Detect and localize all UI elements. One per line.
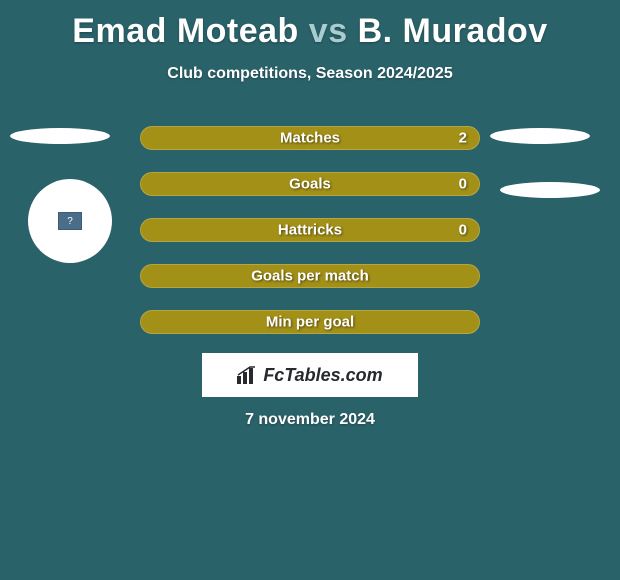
- player-b-name: B. Muradov: [358, 12, 548, 50]
- stat-label: Hattricks: [278, 222, 342, 239]
- decorative-ellipse: [500, 182, 600, 198]
- stat-label: Goals per match: [251, 268, 369, 285]
- stat-row: Min per goal: [140, 310, 480, 334]
- stat-value: 2: [459, 130, 467, 147]
- comparison-title: Emad Moteab vs B. Muradov: [0, 0, 620, 51]
- stat-row: Goals 0: [140, 172, 480, 196]
- stat-label: Goals: [289, 176, 331, 193]
- avatar-placeholder-icon: ?: [58, 212, 82, 230]
- stat-row: Hattricks 0: [140, 218, 480, 242]
- stat-label: Matches: [280, 130, 340, 147]
- player-avatar: ?: [28, 179, 112, 263]
- decorative-ellipse: [10, 128, 110, 144]
- player-a-name: Emad Moteab: [72, 12, 299, 50]
- bars-icon: [237, 366, 259, 384]
- stat-row: Matches 2: [140, 126, 480, 150]
- stat-value: 0: [459, 222, 467, 239]
- stat-value: 0: [459, 176, 467, 193]
- snapshot-date: 7 november 2024: [0, 411, 620, 429]
- stats-container: Matches 2 Goals 0 Hattricks 0 Goals per match M…: [140, 126, 480, 356]
- decorative-ellipse: [490, 128, 590, 144]
- stat-row: Goals per match: [140, 264, 480, 288]
- site-logo: FcTables.com: [202, 353, 418, 397]
- logo-text: FcTables.com: [263, 365, 382, 386]
- subtitle: Club competitions, Season 2024/2025: [0, 65, 620, 83]
- stat-label: Min per goal: [266, 314, 354, 331]
- vs-text: vs: [309, 12, 348, 50]
